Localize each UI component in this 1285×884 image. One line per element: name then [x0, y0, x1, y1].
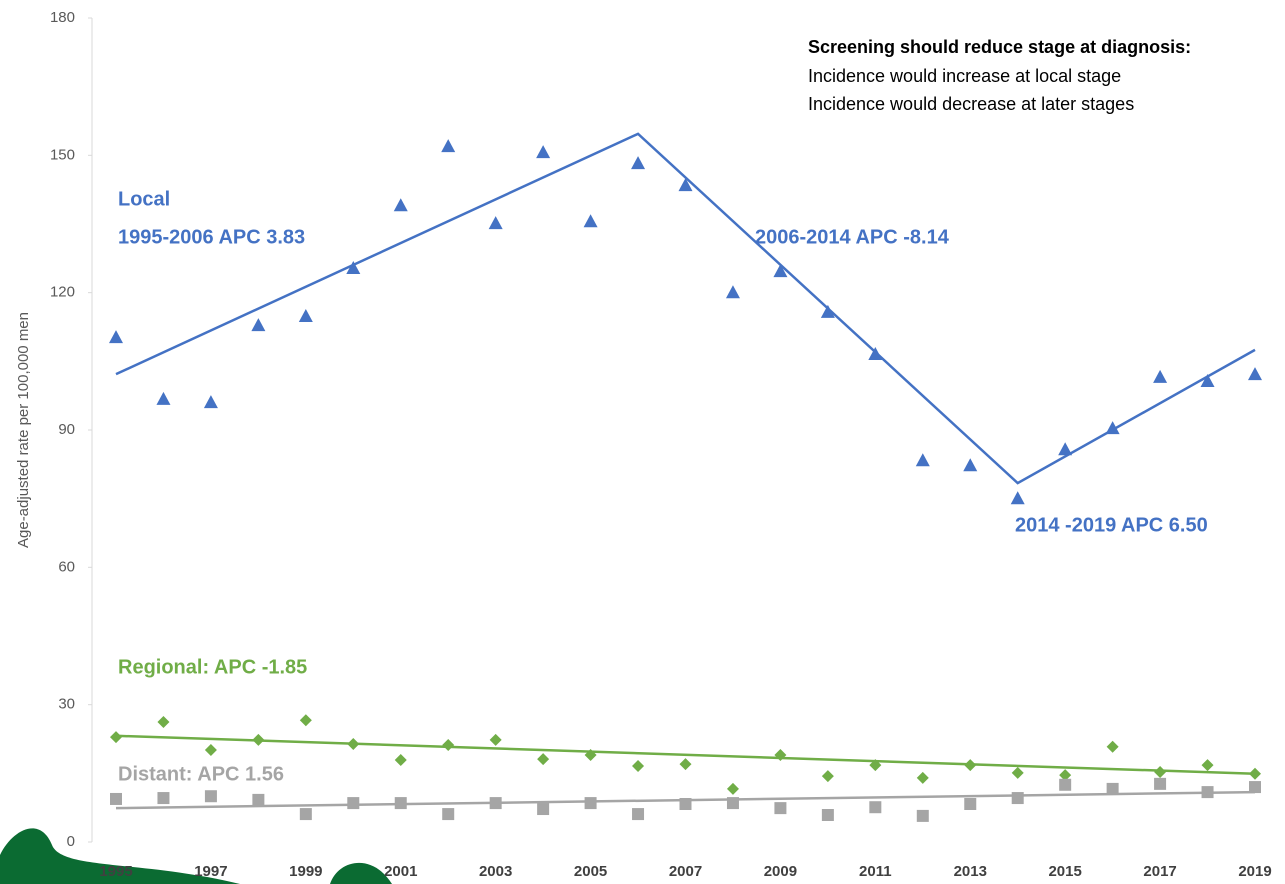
point [1154, 777, 1167, 790]
point [394, 754, 407, 767]
trend-line [115, 132, 1256, 485]
point [157, 792, 170, 805]
y-tick-label: 120 [50, 284, 75, 301]
point [347, 797, 360, 810]
decoration [330, 862, 392, 884]
decoration [0, 828, 240, 884]
point [725, 285, 740, 299]
point [156, 391, 171, 405]
x-tick-label: 2017 [1143, 863, 1176, 880]
point [298, 309, 313, 323]
note-title: Screening should reduce stage at diagnos… [808, 37, 1191, 57]
point [915, 453, 930, 467]
point [583, 214, 598, 228]
note-line: Incidence would decrease at later stages [808, 94, 1134, 114]
point [821, 808, 834, 821]
annotation: 2014 -2019 APC 6.50 [1015, 514, 1208, 536]
point [1106, 782, 1119, 795]
y-tick-label: 60 [58, 558, 75, 575]
point [916, 771, 929, 784]
x-tick-label: 2007 [669, 863, 702, 880]
point [110, 792, 122, 805]
y-tick-label: 180 [50, 9, 75, 26]
x-tick-label: 2019 [1238, 863, 1271, 880]
point [869, 801, 882, 814]
y-tick-label: 90 [58, 421, 75, 438]
point [299, 808, 312, 821]
point [916, 809, 929, 822]
point [203, 395, 218, 409]
point [1058, 442, 1073, 456]
annotation: Distant: APC 1.56 [118, 763, 284, 785]
point [1248, 367, 1262, 381]
point [1201, 759, 1214, 772]
point [442, 808, 455, 821]
annotation: Regional: APC -1.85 [118, 656, 307, 678]
point [1011, 792, 1024, 805]
point [204, 790, 217, 803]
point [537, 753, 550, 766]
point [157, 716, 170, 729]
point [1011, 766, 1024, 779]
point [584, 797, 597, 810]
x-tick-label: 1997 [194, 863, 227, 880]
point [726, 782, 739, 795]
annotation: 1995-2006 APC 3.83 [118, 226, 305, 248]
x-tick-label: 2015 [1048, 863, 1081, 880]
point [679, 758, 692, 771]
annotation: Local [118, 188, 170, 210]
point [537, 803, 550, 816]
point [678, 178, 693, 192]
point [1200, 374, 1215, 388]
x-tick-label: 2003 [479, 863, 512, 880]
point [773, 264, 788, 278]
y-axis-label: Age-adjusted rate per 100,000 men [15, 312, 32, 548]
point [820, 304, 835, 318]
point [1059, 769, 1072, 782]
trend-line [115, 790, 1256, 810]
point [632, 808, 645, 821]
point [821, 770, 834, 783]
y-tick-label: 150 [50, 146, 75, 163]
trend-line [115, 734, 1256, 776]
point [774, 802, 787, 815]
note-line: Incidence would increase at local stage [808, 66, 1121, 86]
point [1059, 778, 1072, 791]
y-tick-label: 30 [58, 696, 75, 713]
point [963, 458, 978, 472]
x-tick-label: 1995 [99, 863, 132, 880]
point [1106, 740, 1119, 753]
point [346, 260, 361, 274]
point [252, 793, 265, 806]
point [1154, 765, 1167, 778]
point [251, 318, 266, 332]
point [631, 156, 646, 170]
point [204, 743, 217, 756]
x-tick-label: 2013 [954, 863, 987, 880]
point [441, 139, 456, 153]
point [488, 216, 503, 230]
x-tick-label: 2011 [859, 863, 892, 880]
point [110, 731, 122, 744]
point [442, 738, 455, 751]
point [536, 145, 551, 159]
point [1153, 369, 1168, 383]
point [109, 330, 123, 344]
point [489, 733, 502, 746]
y-tick-label: 0 [67, 833, 75, 850]
x-tick-label: 2005 [574, 863, 607, 880]
x-tick-label: 2009 [764, 863, 797, 880]
point [1010, 491, 1025, 505]
point [1249, 781, 1261, 794]
point [964, 798, 977, 811]
point [299, 714, 312, 727]
point [632, 760, 645, 773]
x-tick-label: 2001 [384, 863, 417, 880]
annotation: 2006-2014 APC -8.14 [755, 226, 950, 248]
point [393, 198, 408, 212]
x-tick-label: 1999 [289, 863, 322, 880]
